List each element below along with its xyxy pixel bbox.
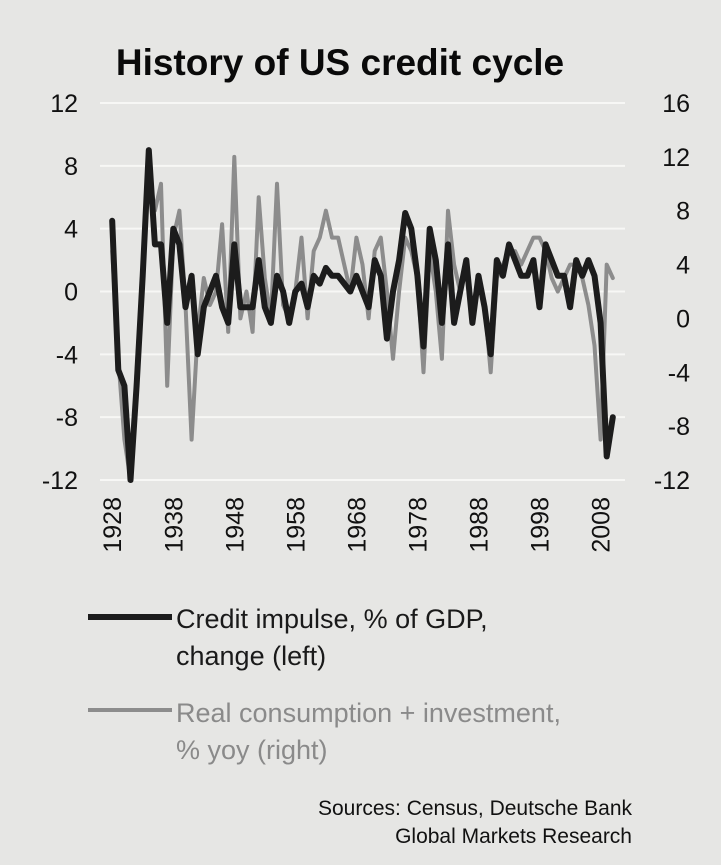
right-tick-label: 8	[676, 198, 690, 226]
x-tick-label: 1978	[404, 497, 432, 553]
source-line-2: Global Markets Research	[395, 825, 632, 848]
x-tick-label: 1988	[465, 497, 493, 553]
left-tick-label: -8	[56, 404, 78, 432]
right-tick-label: -12	[654, 467, 690, 495]
x-tick-label: 1948	[221, 497, 249, 553]
legend-label-real-consumption-line1: Real consumption + investment,	[176, 698, 561, 728]
x-tick-label: 1928	[99, 497, 127, 553]
x-tick-label: 1998	[527, 497, 555, 553]
chart-title: History of US credit cycle	[116, 42, 564, 83]
left-tick-label: -12	[42, 467, 78, 495]
left-tick-label: 12	[50, 90, 78, 118]
series-line-credit-impulse	[109, 147, 616, 483]
right-tick-label: 16	[662, 90, 690, 118]
x-tick-label: 2008	[588, 497, 616, 553]
series-line-real-consumption	[110, 154, 615, 482]
left-tick-label: -4	[56, 341, 78, 369]
right-tick-label: -4	[668, 359, 690, 387]
legend-label-real-consumption-line2: % yoy (right)	[176, 735, 328, 765]
left-tick-label: 4	[64, 216, 78, 244]
left-axis-ticks: 12 8 4 0 -4 -8 -12	[42, 90, 78, 495]
right-tick-label: 4	[676, 252, 690, 280]
legend: Credit impulse, % of GDP, change (left) …	[88, 604, 561, 765]
right-axis-ticks: 16 12 8 4 0 -4 -8 -12	[654, 90, 690, 495]
left-tick-label: 0	[64, 279, 78, 307]
right-tick-label: 0	[676, 305, 690, 333]
left-tick-label: 8	[64, 153, 78, 181]
series-lines	[109, 147, 616, 483]
x-tick-label: 1938	[160, 497, 188, 553]
right-tick-label: 12	[662, 144, 690, 172]
x-axis-ticks: 1928 1938 1948 1958 1968 1978 1988 1998 2008	[99, 497, 615, 553]
legend-label-credit-impulse-line2: change (left)	[176, 641, 326, 671]
legend-label-credit-impulse-line1: Credit impulse, % of GDP,	[176, 604, 488, 634]
x-tick-label: 1968	[343, 497, 371, 553]
x-tick-label: 1958	[282, 497, 310, 553]
source-line-1: Sources: Census, Deutsche Bank	[318, 797, 632, 820]
right-tick-label: -8	[668, 413, 690, 441]
